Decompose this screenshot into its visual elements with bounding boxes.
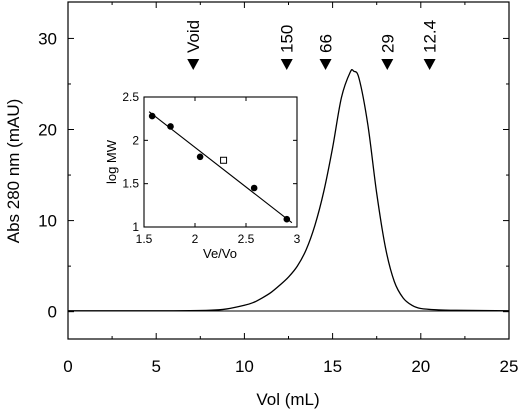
y-tick-label: 10 bbox=[38, 212, 57, 231]
marker-label: 66 bbox=[317, 34, 336, 53]
inset-x-ticks: 1.5 2 2.5 3 bbox=[136, 97, 301, 246]
standard-markers: Void 150 66 29 12.4 bbox=[184, 20, 440, 70]
inset-x-tick-label: 2 bbox=[192, 232, 199, 246]
y-axis-title: Abs 280 nm (mAU) bbox=[4, 99, 23, 244]
inset-calibration-plot: 1.5 2 2.5 3 11.522.5 Ve/Vo log MW bbox=[104, 90, 301, 261]
calibration-point-filled bbox=[250, 184, 258, 192]
marker-arrow-icon bbox=[381, 59, 394, 70]
x-tick-label: 10 bbox=[235, 357, 254, 376]
marker-label: 29 bbox=[378, 34, 397, 53]
x-tick-label: 5 bbox=[151, 357, 160, 376]
calibration-point-filled bbox=[167, 123, 174, 130]
main-x-ticks: 0 5 10 15 20 25 bbox=[63, 2, 518, 376]
y-tick-label: 20 bbox=[38, 121, 57, 140]
marker-label: 150 bbox=[278, 25, 297, 53]
y-tick-label: 0 bbox=[48, 303, 57, 322]
elution-trace-line bbox=[67, 68, 510, 312]
main-y-ticks: 0 10 20 30 bbox=[38, 29, 509, 322]
sample-point-open bbox=[220, 156, 228, 164]
x-tick-label: 25 bbox=[500, 357, 519, 376]
marker-label: 12.4 bbox=[421, 20, 440, 53]
inset-x-tick-label: 3 bbox=[294, 232, 301, 246]
inset-y-ticks: 1 1.5 2 2.5 bbox=[122, 90, 297, 234]
marker-arrow-icon bbox=[187, 59, 200, 70]
inset-y-tick-label: 1 bbox=[132, 220, 139, 234]
inset-x-tick-label: 2.5 bbox=[238, 232, 255, 246]
calibration-point-filled bbox=[196, 153, 204, 161]
calibration-fit-line bbox=[148, 111, 293, 224]
inset-y-tick-label: 2 bbox=[132, 133, 139, 147]
calibration-point-filled bbox=[283, 215, 291, 223]
inset-y-tick-label: 2.5 bbox=[122, 90, 139, 104]
marker-arrow-icon bbox=[280, 59, 293, 70]
marker-arrow-icon bbox=[319, 59, 332, 70]
inset-y-tick-label: 1.5 bbox=[122, 177, 139, 191]
x-tick-label: 15 bbox=[323, 357, 342, 376]
main-plot: 0 5 10 15 20 25 0 10 20 30 Void 150 66 29 12.4 Vol (… bbox=[4, 1, 518, 409]
marker-label: Void bbox=[184, 20, 203, 53]
x-tick-label: 0 bbox=[63, 357, 72, 376]
inset-background bbox=[135, 98, 297, 224]
y-tick-label: 30 bbox=[38, 29, 57, 48]
x-axis-title: Vol (mL) bbox=[256, 390, 319, 409]
marker-arrow-icon bbox=[423, 59, 436, 70]
inset-frame bbox=[143, 96, 298, 228]
inset-x-axis-title: Ve/Vo bbox=[203, 246, 237, 261]
inset-y-axis-title: log MW bbox=[104, 139, 119, 184]
x-tick-label: 20 bbox=[411, 357, 430, 376]
calibration-point-filled bbox=[148, 112, 156, 120]
calibration-points bbox=[148, 112, 291, 223]
inset-x-tick-label: 1.5 bbox=[136, 232, 153, 246]
